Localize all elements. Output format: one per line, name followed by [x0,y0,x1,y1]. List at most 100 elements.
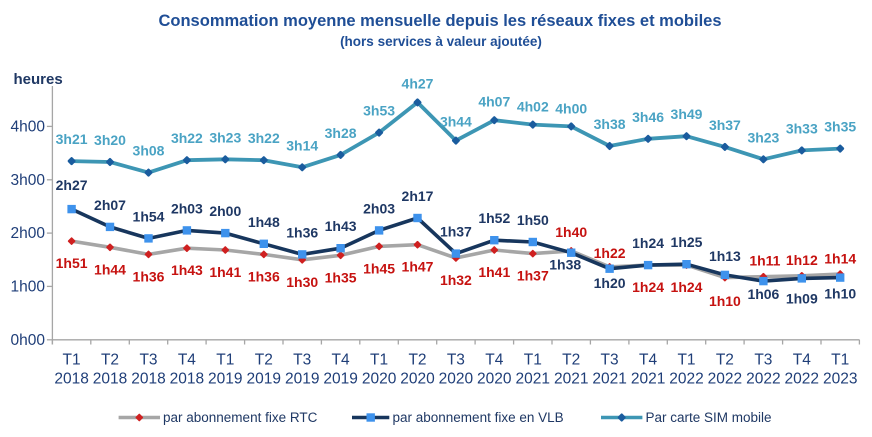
svg-text:1h24: 1h24 [632,279,664,295]
svg-text:3h14: 3h14 [286,137,318,153]
svg-text:1h14: 1h14 [824,251,856,267]
svg-text:4h02: 4h02 [517,99,549,115]
svg-text:1h36: 1h36 [286,224,318,240]
svg-text:1h50: 1h50 [517,212,549,228]
svg-text:1h35: 1h35 [325,269,357,285]
svg-text:1h48: 1h48 [248,214,280,230]
svg-text:T1: T1 [370,352,388,369]
svg-text:T2: T2 [562,352,580,369]
svg-text:T4: T4 [793,352,811,369]
svg-text:1h06: 1h06 [747,286,779,302]
svg-text:0h00: 0h00 [11,332,46,349]
svg-text:2022: 2022 [746,370,780,387]
svg-text:1h11: 1h11 [749,253,780,269]
svg-text:1h32: 1h32 [440,272,472,288]
svg-text:1h47: 1h47 [402,259,434,275]
svg-text:3h49: 3h49 [671,106,703,122]
svg-text:2023: 2023 [823,370,857,387]
svg-text:3h23: 3h23 [747,129,779,145]
svg-text:2018: 2018 [170,370,204,387]
svg-text:2018: 2018 [131,370,165,387]
svg-text:par abonnement fixe en VLB: par abonnement fixe en VLB [393,410,564,425]
svg-text:3h28: 3h28 [325,125,357,141]
svg-text:T2: T2 [408,352,426,369]
svg-text:1h30: 1h30 [286,274,318,290]
svg-text:Par carte SIM mobile: Par carte SIM mobile [646,410,772,425]
svg-text:T1: T1 [216,352,234,369]
svg-text:4h27: 4h27 [402,75,434,91]
svg-text:1h24: 1h24 [671,279,703,295]
svg-text:heures: heures [14,71,63,88]
svg-text:par abonnement fixe RTC: par abonnement fixe RTC [163,410,318,425]
svg-text:T3: T3 [754,352,772,369]
svg-text:1h36: 1h36 [133,268,165,284]
svg-text:3h22: 3h22 [171,130,203,146]
svg-text:3h21: 3h21 [56,131,88,147]
svg-text:1h10: 1h10 [824,286,856,302]
svg-text:1h43: 1h43 [325,218,357,234]
svg-text:1h12: 1h12 [786,252,818,268]
svg-text:1h38: 1h38 [549,257,581,273]
svg-text:3h22: 3h22 [248,130,280,146]
svg-text:2h03: 2h03 [363,200,395,216]
svg-text:2019: 2019 [285,370,319,387]
svg-text:1h10: 1h10 [709,293,741,309]
svg-text:1h22: 1h22 [594,245,626,261]
svg-text:1h24: 1h24 [632,235,664,251]
svg-text:T2: T2 [716,352,734,369]
svg-text:T1: T1 [831,352,849,369]
svg-text:2021: 2021 [631,370,665,387]
svg-text:2020: 2020 [477,370,512,387]
svg-text:1h41: 1h41 [478,264,510,280]
svg-text:3h08: 3h08 [133,143,165,159]
svg-text:2022: 2022 [708,370,742,387]
svg-text:2h27: 2h27 [56,177,88,193]
svg-text:T3: T3 [601,352,619,369]
svg-text:3h46: 3h46 [632,109,664,125]
svg-text:T1: T1 [524,352,542,369]
svg-text:1h51: 1h51 [56,255,88,271]
svg-text:T3: T3 [139,352,157,369]
svg-text:T4: T4 [332,352,350,369]
svg-text:T4: T4 [178,352,196,369]
svg-text:2h00: 2h00 [209,203,241,219]
svg-text:4h00: 4h00 [11,118,46,135]
svg-text:3h00: 3h00 [11,172,46,189]
svg-text:1h41: 1h41 [209,264,241,280]
svg-text:1h36: 1h36 [248,268,280,284]
svg-text:1h37: 1h37 [440,224,472,240]
svg-text:1h45: 1h45 [363,260,395,276]
svg-text:3h35: 3h35 [824,119,856,135]
svg-text:2h07: 2h07 [94,197,126,213]
svg-text:4h00: 4h00 [555,100,587,116]
svg-text:3h20: 3h20 [94,132,126,148]
svg-text:2020: 2020 [400,370,435,387]
svg-text:2021: 2021 [516,370,550,387]
svg-text:2020: 2020 [362,370,397,387]
svg-text:3h33: 3h33 [786,120,818,136]
svg-text:Consommation moyenne mensuelle: Consommation moyenne mensuelle depuis le… [158,12,721,30]
svg-text:2018: 2018 [93,370,127,387]
svg-text:2020: 2020 [439,370,474,387]
svg-text:T4: T4 [485,352,503,369]
svg-text:T1: T1 [63,352,81,369]
svg-text:1h13: 1h13 [709,248,741,264]
svg-text:3h23: 3h23 [209,129,241,145]
svg-text:1h37: 1h37 [517,268,549,284]
svg-text:4h07: 4h07 [478,94,510,110]
svg-text:1h54: 1h54 [133,208,165,224]
svg-text:1h00: 1h00 [11,278,46,295]
svg-text:T2: T2 [255,352,273,369]
svg-text:3h38: 3h38 [594,116,626,132]
svg-text:1h20: 1h20 [594,275,626,291]
svg-text:3h37: 3h37 [709,117,741,133]
svg-text:T2: T2 [101,352,119,369]
svg-text:3h44: 3h44 [440,114,472,130]
svg-text:2022: 2022 [785,370,819,387]
svg-text:2018: 2018 [54,370,88,387]
svg-text:T4: T4 [639,352,657,369]
svg-text:(hors services à valeur ajouté: (hors services à valeur ajoutée) [340,34,542,49]
svg-text:T3: T3 [293,352,311,369]
svg-text:2021: 2021 [592,370,626,387]
svg-text:1h25: 1h25 [671,234,703,250]
